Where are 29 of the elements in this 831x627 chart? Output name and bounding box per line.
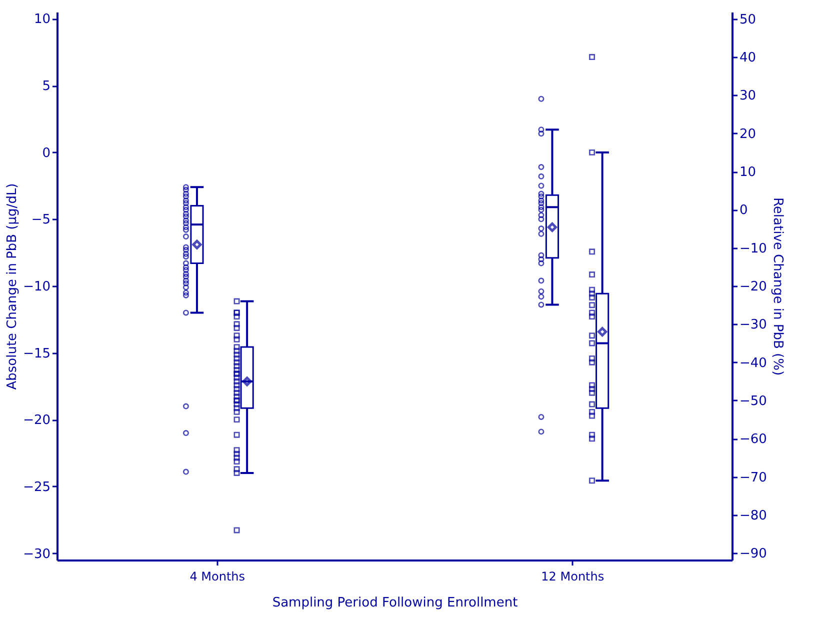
y2-tick-label: 0 [740,203,748,218]
y2-tick-label: 10 [740,165,756,180]
y-axis-title: Absolute Change in PbB (µg/dL) [5,183,20,390]
y-tick-label: −10 [23,280,50,294]
x-tick-label: 4 Months [190,570,246,584]
y2-tick-label: −10 [740,241,767,256]
y2-tick-label: −70 [740,470,767,486]
y2-tick-label: −90 [740,546,767,562]
y-tick-label: 0 [42,146,50,161]
y2-axis-title: Relative Change in PbB (%) [770,197,785,376]
y-tick-label: −25 [23,480,50,495]
y2-tick-label: 20 [740,126,756,142]
y-tick-label: −5 [31,212,50,228]
y2-tick-label: −30 [740,318,767,333]
x-tick-label: 12 Months [541,570,604,584]
y2-tick-label: −60 [740,432,767,448]
y2-tick-label: 40 [740,50,756,66]
y-tick-label: 5 [42,79,50,94]
y2-tick-label: 50 [740,12,756,28]
y-tick-label: −20 [23,413,50,428]
x-axis-title: Sampling Period Following Enrollment [272,596,518,610]
y2-tick-label: −40 [740,356,767,371]
y-tick-label: 10 [34,12,50,28]
y2-tick-label: −80 [740,508,767,524]
y2-tick-label: 30 [740,88,756,104]
y-tick-label: −30 [23,546,50,562]
y2-tick-label: −50 [740,394,767,409]
y-tick-label: −15 [23,346,50,362]
y2-tick-label: −20 [740,280,767,294]
